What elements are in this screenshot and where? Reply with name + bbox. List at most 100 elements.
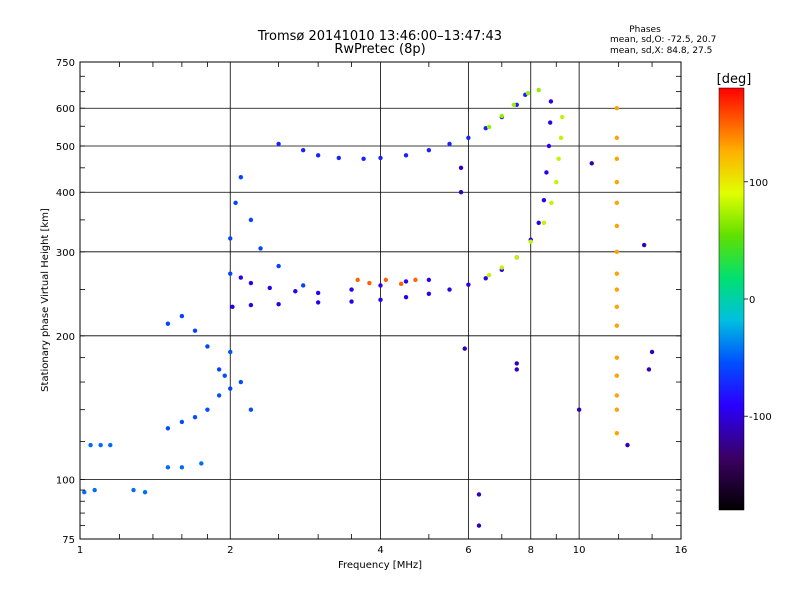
data-point bbox=[447, 141, 452, 147]
data-point bbox=[98, 442, 103, 448]
data-point bbox=[315, 300, 321, 305]
data-point bbox=[548, 99, 554, 104]
data-point bbox=[349, 287, 354, 292]
y-tick-label: 300 bbox=[56, 248, 75, 259]
data-point bbox=[511, 102, 517, 108]
data-point bbox=[349, 299, 354, 304]
data-point bbox=[614, 156, 620, 162]
data-point bbox=[355, 277, 360, 283]
data-point bbox=[383, 277, 389, 283]
data-point bbox=[336, 155, 342, 161]
data-point bbox=[614, 323, 620, 328]
data-point bbox=[426, 147, 432, 153]
data-point bbox=[462, 346, 467, 351]
y-tick-label: 400 bbox=[56, 188, 75, 199]
data-point bbox=[238, 379, 244, 385]
data-point bbox=[233, 200, 238, 206]
data-point bbox=[165, 465, 171, 470]
data-point bbox=[378, 155, 383, 161]
x-tick-label: 1 bbox=[77, 545, 83, 556]
phase-stats-heading: Phases bbox=[629, 25, 661, 35]
data-point bbox=[614, 249, 620, 255]
data-point bbox=[82, 490, 87, 495]
data-point bbox=[514, 367, 519, 372]
data-point bbox=[466, 135, 471, 141]
data-point bbox=[267, 285, 272, 291]
data-point bbox=[179, 419, 185, 425]
data-point bbox=[426, 291, 432, 296]
x-tick-label: 6 bbox=[465, 545, 471, 556]
y-axis-label: Stationary phase Virtual Height [km] bbox=[40, 208, 51, 392]
data-point bbox=[476, 523, 482, 528]
data-point bbox=[228, 271, 233, 276]
data-point bbox=[216, 393, 222, 398]
data-point bbox=[614, 135, 620, 141]
x-axis-label: Frequency [MHz] bbox=[338, 560, 422, 571]
data-point bbox=[108, 442, 113, 448]
data-point bbox=[554, 179, 559, 185]
x-tick-label: 16 bbox=[675, 545, 688, 556]
data-point bbox=[238, 175, 244, 180]
data-point bbox=[499, 265, 505, 270]
data-point bbox=[398, 281, 404, 287]
data-point bbox=[199, 461, 204, 466]
data-point bbox=[403, 294, 409, 300]
data-point bbox=[276, 301, 281, 307]
plot-frame bbox=[79, 61, 682, 540]
data-point bbox=[205, 407, 210, 412]
y-tick-label: 100 bbox=[56, 475, 75, 486]
colorbar-tick-label: 100 bbox=[749, 178, 768, 189]
data-point bbox=[205, 344, 210, 349]
data-point bbox=[525, 91, 531, 96]
data-point bbox=[544, 170, 549, 175]
data-point bbox=[315, 153, 321, 158]
data-point bbox=[222, 373, 227, 378]
data-point bbox=[625, 442, 630, 448]
data-point bbox=[483, 125, 488, 131]
data-point bbox=[466, 282, 471, 287]
data-point bbox=[216, 367, 222, 372]
data-points bbox=[82, 87, 655, 528]
colorbar bbox=[718, 87, 745, 511]
data-point bbox=[514, 361, 519, 366]
data-point bbox=[486, 124, 492, 130]
data-point bbox=[614, 271, 620, 276]
data-point bbox=[88, 442, 93, 448]
data-point bbox=[248, 280, 254, 286]
data-point bbox=[541, 220, 547, 226]
data-point bbox=[131, 487, 136, 493]
data-point bbox=[541, 197, 547, 203]
data-point bbox=[614, 179, 620, 185]
data-point bbox=[276, 263, 281, 269]
data-point bbox=[228, 349, 233, 355]
y-tick-label: 200 bbox=[56, 332, 75, 343]
data-point bbox=[483, 276, 488, 281]
data-point bbox=[92, 487, 97, 493]
data-point bbox=[614, 223, 620, 229]
data-point bbox=[546, 143, 552, 149]
data-point bbox=[614, 393, 620, 398]
data-point bbox=[476, 492, 482, 497]
data-point bbox=[165, 426, 171, 431]
colorbar-label: [deg] bbox=[717, 72, 752, 87]
data-point bbox=[300, 147, 306, 153]
data-point bbox=[614, 304, 620, 310]
data-point bbox=[614, 355, 620, 360]
chart-subtitle: RwPretec (8p) bbox=[334, 42, 425, 57]
data-point bbox=[179, 465, 185, 470]
colorbar-tick-label: -100 bbox=[749, 412, 772, 423]
data-point bbox=[378, 297, 383, 302]
data-point bbox=[486, 272, 492, 278]
data-point bbox=[641, 242, 647, 248]
data-point bbox=[300, 283, 306, 288]
data-point bbox=[536, 220, 541, 226]
data-point bbox=[549, 200, 554, 206]
data-point bbox=[614, 430, 620, 436]
x-tick-label: 10 bbox=[573, 545, 586, 556]
data-point bbox=[560, 114, 565, 120]
data-point bbox=[528, 239, 533, 244]
data-point bbox=[248, 407, 254, 412]
data-point bbox=[276, 141, 281, 147]
data-point bbox=[614, 407, 620, 412]
data-point bbox=[192, 328, 198, 333]
